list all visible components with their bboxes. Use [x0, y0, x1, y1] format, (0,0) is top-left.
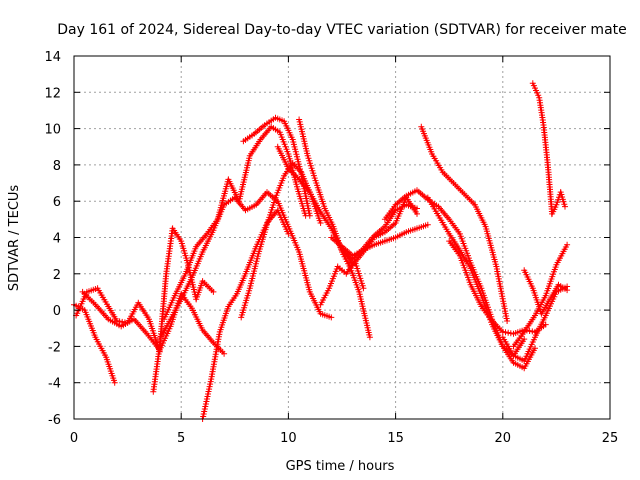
x-tick-label: 0 [70, 431, 78, 446]
y-tick-label: -6 [48, 413, 61, 428]
series-sat-p [418, 123, 511, 324]
series-markers [156, 189, 335, 343]
series-sat-q [424, 194, 538, 372]
series-markers [446, 238, 549, 337]
y-tick-label: -2 [48, 340, 61, 355]
series-sat-v [529, 80, 568, 218]
x-tick-label: 20 [495, 431, 512, 446]
x-tick-label: 15 [387, 431, 404, 446]
y-tick-label: -4 [48, 377, 61, 392]
series-markers [521, 267, 571, 317]
series-markers [73, 285, 163, 355]
series-sat-k [296, 116, 373, 341]
y-axis-label: SDTVAR / TECUs [7, 185, 22, 292]
series-markers [418, 123, 511, 324]
series-markers [296, 116, 373, 341]
series-sat-l [317, 258, 367, 308]
x-axis-label: GPS time / hours [286, 459, 395, 474]
series-markers [339, 221, 431, 259]
y-tick-label: 8 [53, 159, 61, 174]
series-sat-s [499, 283, 571, 364]
series-markers [424, 194, 538, 372]
series-sat-r [446, 238, 549, 337]
data-series [71, 80, 571, 422]
series-sat-e [156, 189, 335, 343]
y-tick-label: 2 [53, 268, 61, 283]
chart-title: Day 161 of 2024, Sidereal Day-to-day VTE… [57, 22, 627, 38]
series-markers [499, 283, 571, 364]
x-tick-label: 10 [280, 431, 297, 446]
y-tick-label: 6 [53, 195, 61, 210]
series-markers [529, 80, 568, 217]
x-tick-label: 25 [602, 431, 619, 446]
y-tick-label: 14 [44, 50, 61, 65]
y-tick-label: 12 [44, 86, 61, 101]
series-sat-m [328, 194, 420, 268]
axis-ticks: 0 5 10 15 20 25 -6 -4 -2 0 2 4 6 8 10 12 14 [44, 50, 618, 446]
y-tick-label: 10 [44, 123, 61, 138]
y-tick-label: 0 [53, 304, 61, 319]
series-sat-u [521, 267, 571, 317]
series-sat-n [339, 221, 431, 259]
x-tick-label: 5 [177, 431, 185, 446]
y-tick-label: 4 [53, 232, 61, 247]
